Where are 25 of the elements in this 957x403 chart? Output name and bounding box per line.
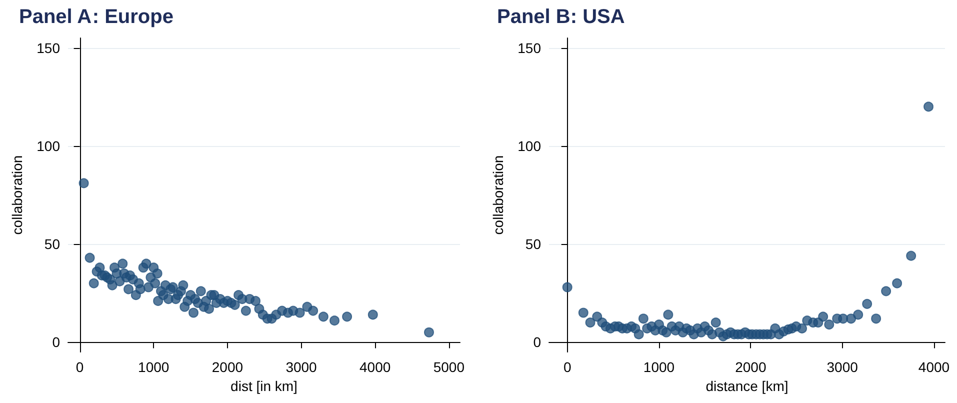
x-tick-label: 0 — [76, 359, 84, 375]
x-tick-label: 3000 — [826, 359, 858, 375]
x-tick-label: 2000 — [212, 359, 244, 375]
chart-title: Panel B: USA — [497, 6, 625, 28]
x-tick-label: 1000 — [138, 359, 170, 375]
x-axis-title: distance [km] — [706, 378, 788, 394]
x-axis-title: dist [in km] — [230, 378, 298, 394]
x-tick-label: 4000 — [360, 359, 391, 375]
y-tick-label: 150 — [518, 40, 542, 56]
y-tick-label: 100 — [36, 138, 60, 154]
x-tick-label: 5000 — [433, 359, 465, 375]
x-tick-label: 1000 — [643, 359, 675, 375]
x-tick-label: 4000 — [918, 359, 950, 375]
chart-title: Panel A: Europe — [19, 6, 174, 28]
y-tick-label: 100 — [518, 138, 542, 154]
x-tick-label: 2000 — [735, 359, 766, 375]
y-axis-title: collaboration — [490, 155, 506, 235]
x-tick-label: 0 — [563, 359, 572, 375]
y-tick-label: 0 — [533, 334, 542, 350]
y-axis-title: collaboration — [9, 155, 25, 235]
y-tick-label: 150 — [36, 40, 60, 56]
x-tick-label: 3000 — [286, 359, 318, 375]
y-tick-label: 0 — [52, 334, 60, 350]
y-tick-label: 50 — [44, 236, 60, 252]
y-tick-label: 50 — [525, 236, 542, 252]
